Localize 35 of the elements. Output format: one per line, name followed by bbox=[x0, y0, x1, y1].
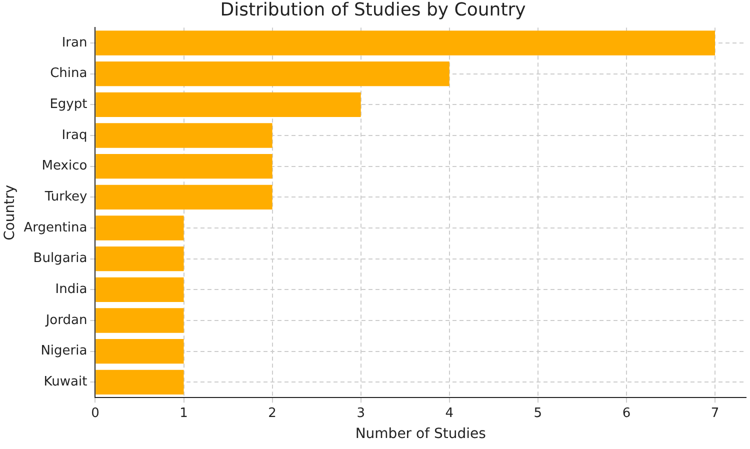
y-tick-label: Bulgaria bbox=[33, 251, 88, 266]
x-axis-title: Number of Studies bbox=[355, 426, 486, 442]
bar bbox=[96, 30, 716, 56]
bar bbox=[96, 308, 184, 333]
y-tick-label: Iran bbox=[62, 35, 88, 50]
x-tick-label: 6 bbox=[622, 406, 631, 421]
y-tick-label: Kuwait bbox=[44, 374, 88, 390]
y-tick-label: China bbox=[50, 66, 88, 82]
x-tick-label: 4 bbox=[445, 406, 454, 421]
y-tick-label: India bbox=[55, 282, 88, 298]
y-tick-label: Argentina bbox=[24, 220, 88, 236]
x-tick-label: 0 bbox=[91, 406, 100, 421]
x-tick-label: 2 bbox=[268, 406, 276, 421]
x-tick-label: 5 bbox=[534, 406, 542, 421]
x-tick-label: 7 bbox=[710, 406, 720, 421]
bar bbox=[96, 92, 361, 118]
bar bbox=[96, 370, 184, 395]
bar bbox=[96, 184, 272, 210]
y-axis-title: Country bbox=[2, 184, 18, 240]
bar bbox=[96, 154, 272, 179]
y-tick-label: Nigeria bbox=[40, 344, 88, 359]
bar bbox=[96, 62, 450, 86]
y-tick-label: Iraq bbox=[62, 128, 88, 143]
chart-title: Distribution of Studies by Country bbox=[220, 0, 526, 20]
y-tick-label: Turkey bbox=[44, 190, 88, 205]
x-tick-label: 3 bbox=[356, 406, 365, 421]
bar bbox=[96, 277, 184, 302]
y-tick-label: Jordan bbox=[44, 312, 88, 328]
bar bbox=[96, 216, 184, 240]
x-tick-label: 1 bbox=[180, 406, 188, 421]
bar bbox=[96, 123, 272, 148]
bar bbox=[96, 246, 184, 272]
y-tick-label: Mexico bbox=[42, 158, 88, 174]
bar bbox=[96, 339, 184, 364]
y-tick-label: Egypt bbox=[50, 97, 88, 112]
